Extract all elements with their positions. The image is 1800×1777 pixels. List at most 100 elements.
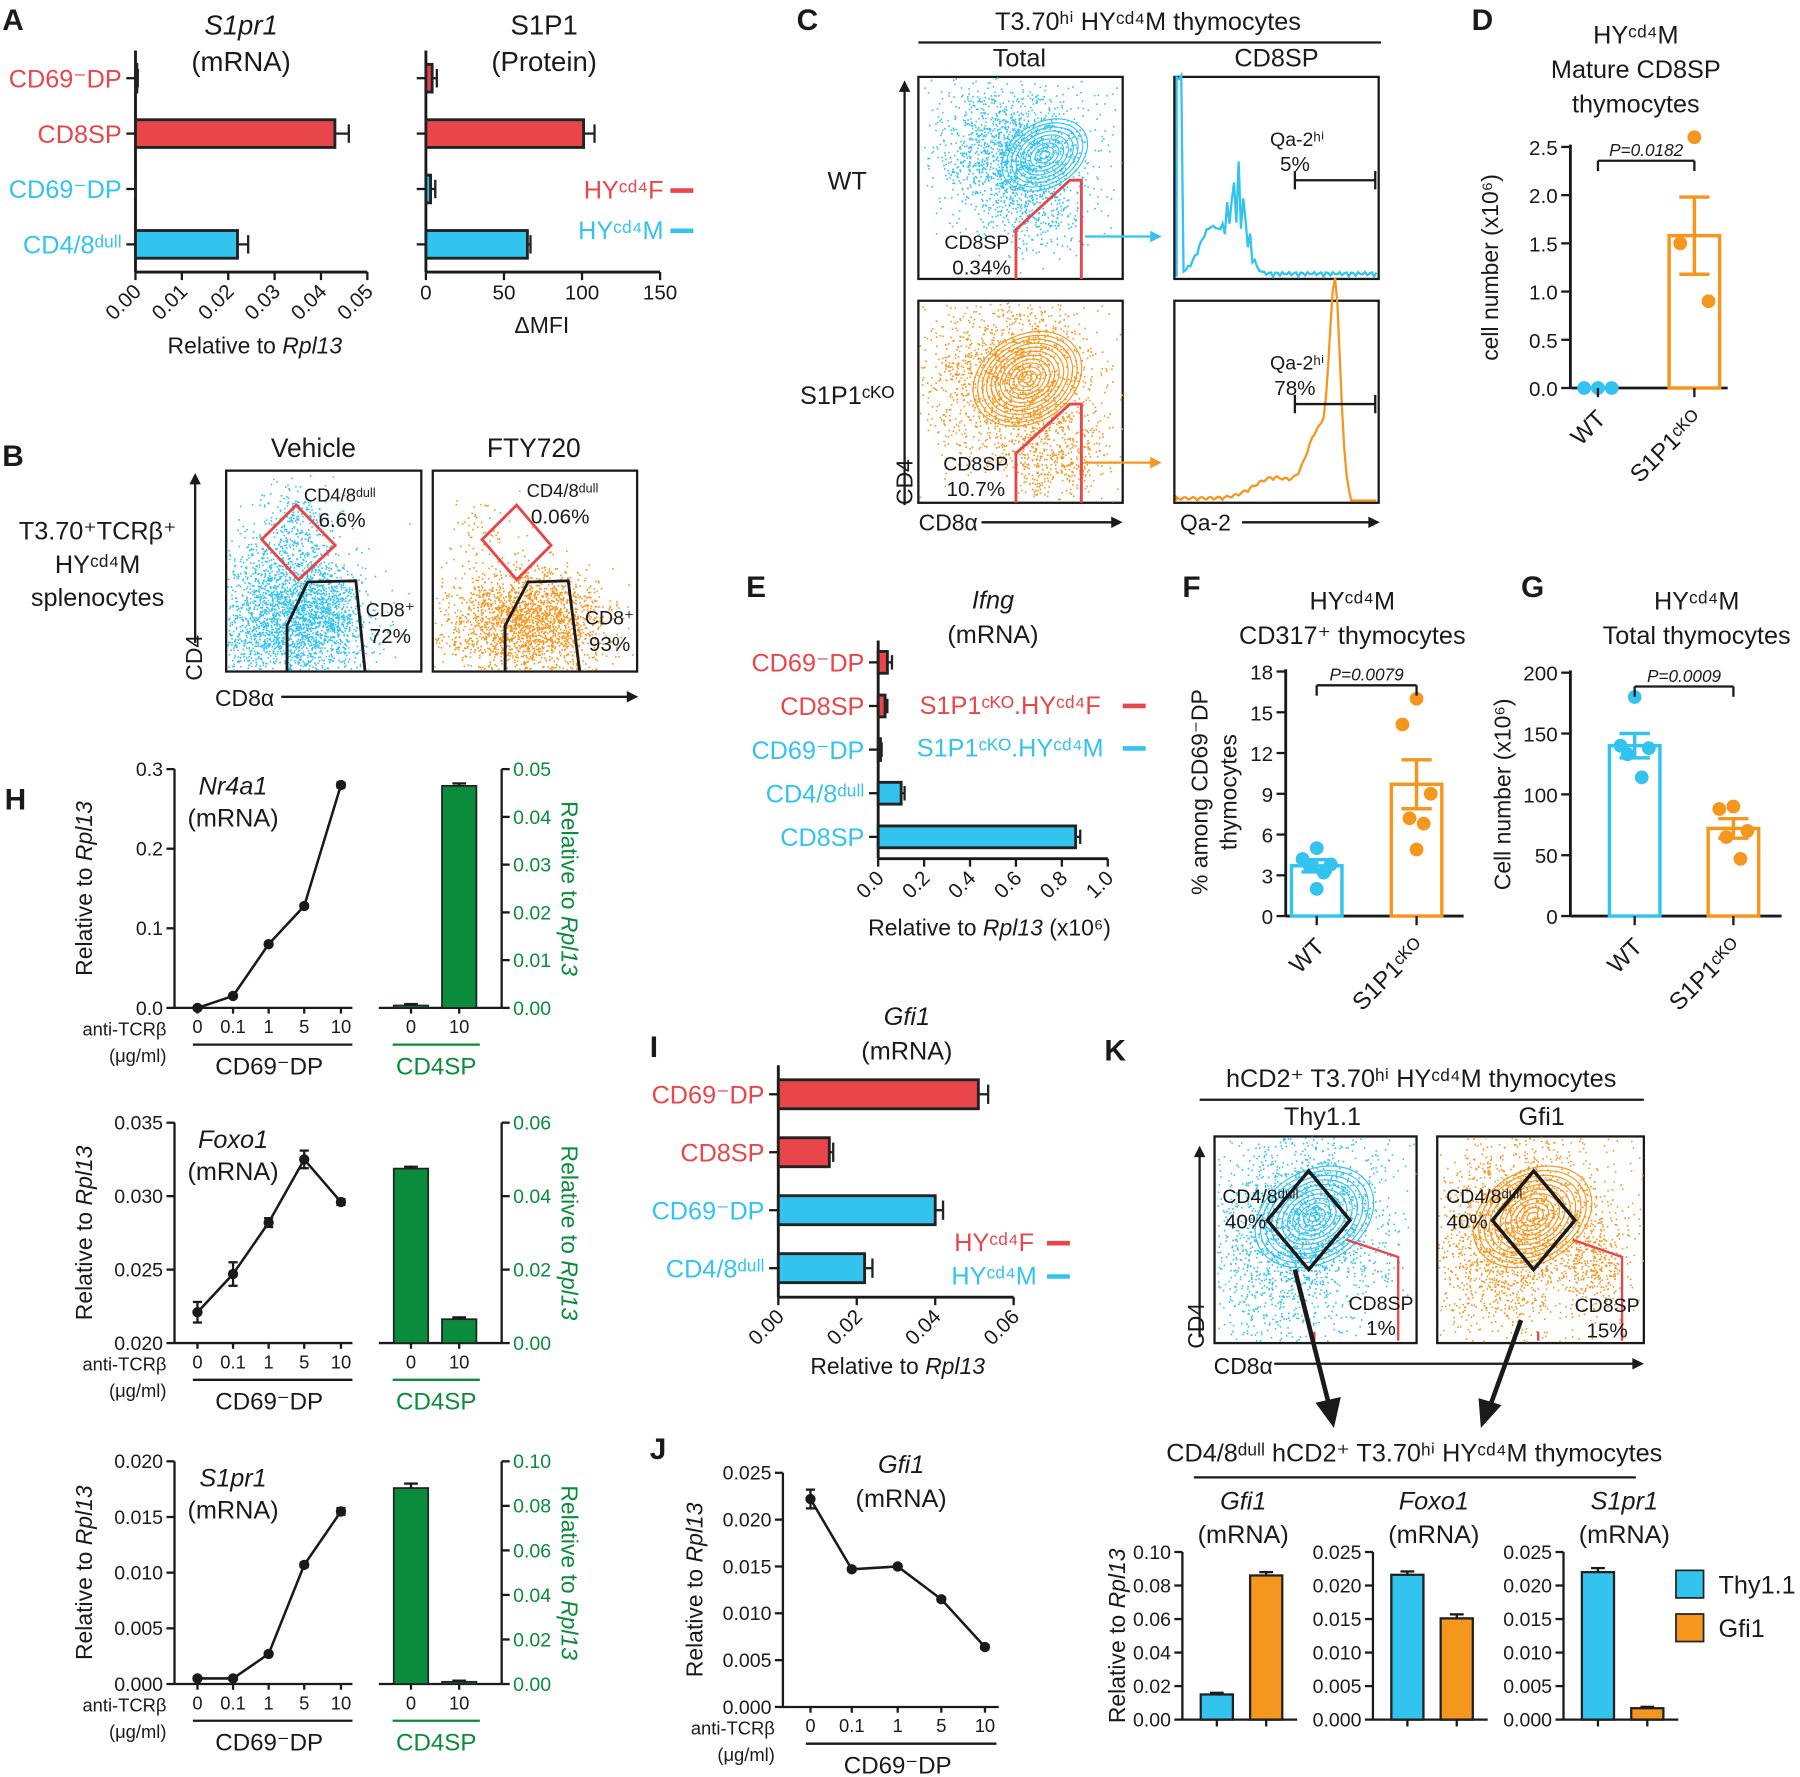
tick-label: 200 (1523, 663, 1557, 686)
tick-label: 1.5 (1529, 233, 1558, 256)
label-part: Relative to (810, 1353, 925, 1379)
group-label: CD69⁻DP (215, 1730, 323, 1757)
gate-cd4-8-dull (480, 502, 553, 582)
tick-label: 0.04 (1133, 1642, 1171, 1664)
chart-title: Foxo1 (198, 1126, 268, 1154)
tick-label: 0.06 (513, 1113, 551, 1135)
contour-line (1029, 142, 1060, 168)
tick-label: 0.3 (136, 759, 163, 781)
contour-line (1015, 130, 1074, 180)
panel-letter: K (1104, 1035, 1126, 1068)
data-point (192, 1307, 203, 1318)
right-axis-title: Relative to Rpl13 (556, 1146, 582, 1321)
data-point (263, 939, 274, 950)
tick-label: 10 (975, 1715, 995, 1736)
chart-title: hCD2⁺ T3.70ʰⁱ HYᶜᵈ⁴M thymocytes (1226, 1065, 1616, 1093)
tick-label: 0.020 (114, 1451, 163, 1473)
contour-line (1510, 1197, 1555, 1236)
gate-label: Qa-2ʰⁱ (1270, 353, 1324, 375)
gate-label: CD4/8ᵈᵘˡˡ (1446, 1186, 1522, 1208)
tick-label: 0.00 (744, 1305, 789, 1350)
tick-label: 0.06 (513, 1540, 551, 1562)
tick-label: 0.10 (513, 1451, 551, 1473)
tick-label: 0.00 (513, 1674, 551, 1696)
tick-label: 0.005 (1503, 1676, 1552, 1698)
legend-swatch (1675, 1613, 1705, 1643)
label-part: Rpl13 (71, 1145, 97, 1205)
tick-label: 0.00 (513, 998, 551, 1020)
event-dots (434, 490, 634, 672)
tick-label: 0 (192, 1016, 202, 1037)
chart-title: thymocytes (1572, 90, 1700, 118)
contour-line (1254, 1165, 1375, 1269)
bar (776, 1136, 831, 1169)
gate-cd4-8-dull (1490, 1168, 1578, 1273)
contour-line (1515, 1202, 1550, 1232)
gate-label: CD8SP (1348, 1293, 1413, 1315)
y-axis-arrow-head (1193, 1145, 1206, 1158)
flow-arrow-head (1150, 230, 1162, 243)
gate-value: 78% (1274, 377, 1315, 400)
tick-label: 0.020 (114, 1333, 163, 1355)
x-axis-title: anti-TCRβ (82, 1695, 166, 1716)
legend-label: HYᶜᵈ⁴F (954, 1229, 1034, 1257)
bar (424, 173, 433, 205)
category-label: CD69⁻DP (751, 650, 864, 678)
column-header: Thy1.1 (1284, 1103, 1361, 1131)
chart-title: HYᶜᵈ⁴M (1310, 588, 1395, 616)
gate-cd4-8-dull (1265, 1168, 1353, 1273)
data-point (299, 900, 310, 912)
tick-label: 0.02 (822, 1305, 867, 1350)
y-axis-arrow-head (189, 472, 201, 485)
tick-label: 0.025 (723, 1463, 772, 1485)
contour-line (990, 346, 1065, 412)
tick-label: 0.06 (979, 1305, 1024, 1350)
right-axis-title: Relative to Rpl13 (556, 1485, 582, 1660)
flow-arrow-head (1150, 456, 1162, 469)
p-value: P=0.0079 (1330, 665, 1405, 685)
data-point (1409, 691, 1424, 706)
chart-title: Gfi1 (1220, 1488, 1266, 1516)
group-label: CD4SP (396, 1730, 476, 1757)
tick-label: 1 (893, 1715, 903, 1736)
data-point (1726, 799, 1741, 814)
chart-title: S1pr1 (204, 9, 278, 40)
big-arrow-head (1478, 1398, 1502, 1429)
panel-letter: A (2, 4, 24, 37)
category-label: S1P1ᶜᴷᴼ (1347, 933, 1430, 1016)
tick-label: 0.0 (852, 867, 889, 904)
tick-label: 0.010 (723, 1603, 772, 1625)
category-label: WT (1566, 405, 1612, 451)
panel-letter: G (1521, 571, 1544, 604)
histogram (1175, 71, 1378, 279)
x-axis-title: Relative to Rpl13 (x10⁶) (868, 915, 1111, 941)
chart-subtitle: (mRNA) (1388, 1521, 1479, 1549)
gate-value: 40% (1446, 1210, 1487, 1233)
label-part: Relative to (1104, 1608, 1130, 1723)
column-header: Total (993, 45, 1046, 73)
contour-line (1017, 370, 1038, 388)
row-label: T3.70⁺TCRβ⁺ (19, 518, 177, 546)
x-axis-title: Relative to Rpl13 (168, 333, 343, 359)
category-label: S1P1ᶜᴷᴼ (1625, 405, 1708, 488)
tick-label: 150 (1523, 724, 1557, 747)
contour-line (1039, 150, 1050, 160)
tick-label: 1.0 (1529, 282, 1558, 305)
bar (1199, 1693, 1235, 1721)
column-header: Vehicle (271, 433, 356, 463)
data-point (892, 1561, 903, 1572)
panel-letter: B (2, 440, 24, 473)
data-point (846, 1564, 857, 1575)
tick-label: 6 (1262, 825, 1274, 848)
label-part: Relative to (71, 1205, 97, 1320)
tick-label: 0.02 (513, 902, 551, 924)
tick-label: 0.025 (1503, 1542, 1552, 1564)
tick-label: 0.010 (1313, 1642, 1362, 1664)
panel-letter: J (650, 1433, 667, 1466)
data-point (1423, 786, 1438, 801)
gate-value: 15% (1586, 1319, 1627, 1342)
data-point (979, 1641, 991, 1653)
contour-line (977, 334, 1078, 423)
tick-label: 9 (1262, 784, 1274, 807)
tick-label: 0.08 (1133, 1575, 1171, 1597)
